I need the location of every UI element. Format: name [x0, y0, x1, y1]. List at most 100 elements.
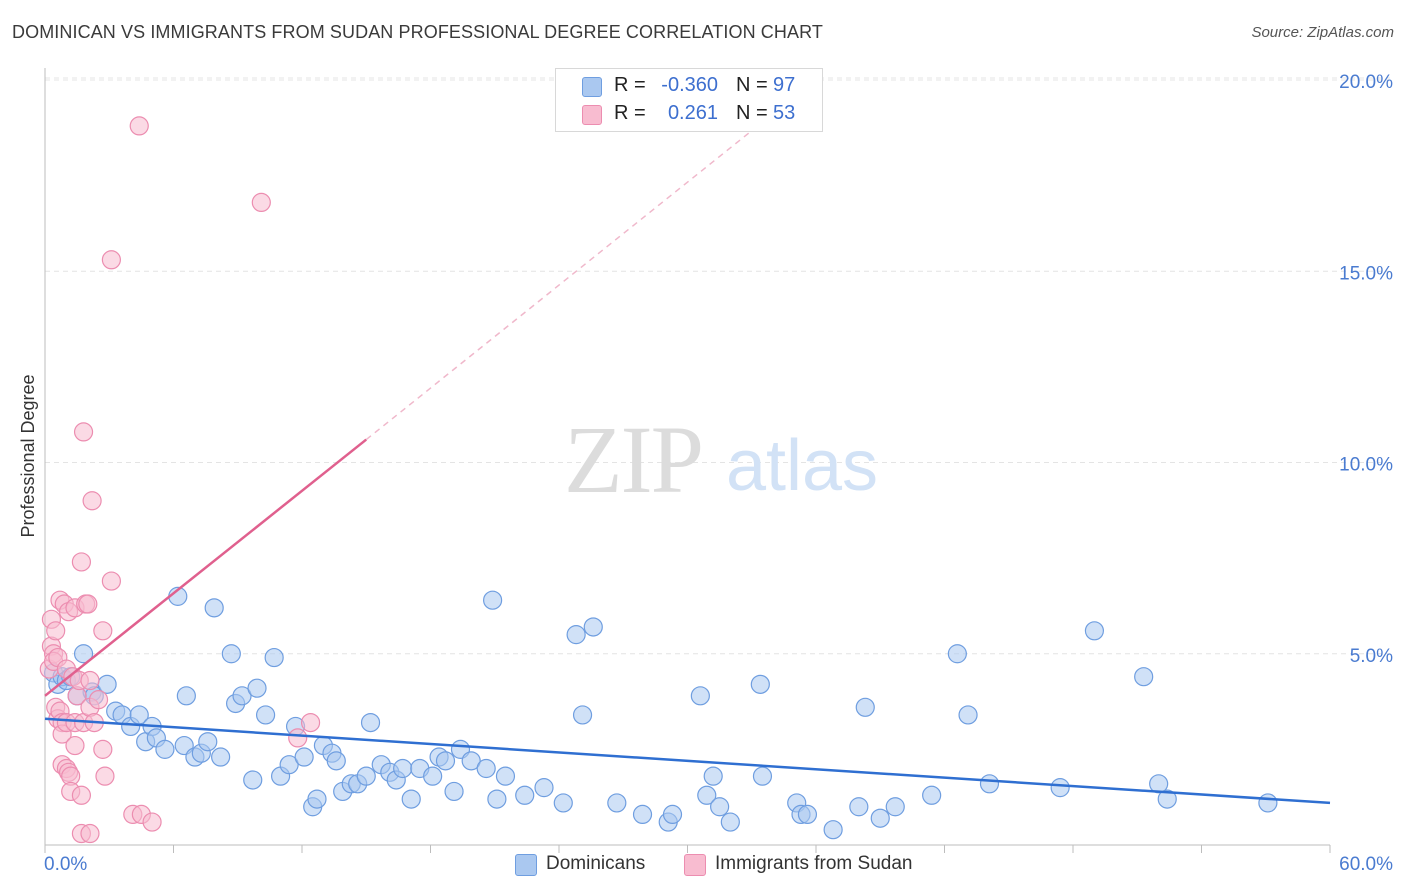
data-point-dominicans — [326, 751, 346, 771]
data-point-dominicans — [476, 758, 496, 779]
data-point-dominicans — [495, 766, 516, 786]
watermark: ZIP atlas — [564, 406, 878, 513]
data-point-dominicans — [393, 758, 413, 779]
data-point-dominicans — [710, 797, 730, 817]
chart-title: DOMINICAN VS IMMIGRANTS FROM SUDAN PROFE… — [12, 22, 823, 42]
data-point-dominicans — [1050, 778, 1070, 798]
data-point-dominicans — [294, 747, 314, 767]
legend-label: Dominicans — [546, 853, 646, 874]
legend-r-value: -0.360 — [661, 74, 718, 96]
data-point-dominicans — [255, 705, 276, 725]
data-point-sudan — [78, 594, 98, 614]
data-point-sudan — [300, 712, 321, 733]
trend-line-dominicans — [44, 717, 1331, 805]
data-point-sudan — [71, 552, 92, 572]
watermark-zip: ZIP — [564, 406, 702, 513]
data-point-dominicans — [360, 712, 381, 733]
y-tick-label: 10.0% — [1339, 455, 1393, 476]
data-point-dominicans — [279, 755, 299, 775]
data-point-sudan — [129, 116, 149, 136]
data-point-dominicans — [232, 686, 252, 706]
axes — [44, 68, 1331, 853]
data-point-dominicans — [752, 766, 773, 786]
data-point-dominicans — [1157, 789, 1177, 809]
data-point-dominicans — [979, 774, 1000, 794]
data-point-dominicans — [307, 789, 327, 809]
series-dominicans — [43, 586, 1278, 840]
legend-label: Immigrants from Sudan — [715, 853, 913, 874]
data-point-dominicans — [435, 751, 456, 771]
data-point-dominicans — [958, 705, 978, 725]
data-point-dominicans — [566, 625, 586, 645]
data-point-sudan — [101, 571, 121, 591]
trend-lines — [44, 121, 1331, 805]
data-point-sudan — [73, 422, 94, 442]
data-point-dominicans — [823, 820, 843, 840]
legend-n-value: 97 — [773, 74, 796, 96]
data-point-dominicans — [870, 808, 890, 828]
data-point-dominicans — [855, 697, 875, 717]
data-point-dominicans — [849, 797, 869, 817]
legend-swatch-blue — [515, 854, 537, 876]
y-tick-label: 5.0% — [1350, 646, 1393, 667]
legend-row-sudan: R = 0.261 N = 53 — [556, 101, 822, 129]
data-point-dominicans — [632, 804, 653, 825]
data-point-dominicans — [703, 766, 723, 786]
legend-swatch-pink — [684, 854, 706, 876]
series-legend: Dominicans Immigrants from Sudan — [0, 852, 1406, 878]
legend-swatch-blue — [582, 77, 602, 97]
data-point-dominicans — [885, 797, 905, 817]
data-point-sudan — [95, 766, 115, 786]
data-point-sudan — [142, 812, 162, 832]
legend-n-label: N = — [736, 102, 768, 124]
series-immigrants-from-sudan — [39, 116, 321, 844]
y-axis-label: Professional Degree — [18, 374, 38, 537]
x-tick-label: 60.0% — [1339, 854, 1393, 875]
data-point-dominicans — [423, 766, 443, 786]
data-point-dominicans — [750, 674, 770, 694]
data-point-dominicans — [922, 785, 942, 805]
data-point-dominicans — [221, 644, 241, 664]
data-point-dominicans — [690, 686, 710, 706]
data-point-dominicans — [487, 789, 507, 809]
data-point-sudan — [46, 621, 66, 641]
data-point-dominicans — [211, 747, 231, 767]
data-point-dominicans — [483, 590, 503, 610]
data-point-dominicans — [356, 766, 376, 786]
data-point-dominicans — [572, 705, 593, 725]
data-point-dominicans — [176, 686, 196, 706]
source-label: Source: ZipAtlas.com — [1251, 24, 1394, 41]
data-point-sudan — [80, 670, 100, 691]
x-tick-label: 0.0% — [44, 854, 87, 875]
data-point-sudan — [93, 739, 113, 759]
data-point-dominicans — [204, 598, 224, 618]
data-point-dominicans — [797, 804, 818, 825]
data-point-dominicans — [607, 793, 627, 813]
data-point-dominicans — [401, 789, 421, 809]
data-point-dominicans — [697, 785, 717, 805]
gridlines — [45, 77, 1390, 655]
data-point-dominicans — [1258, 793, 1278, 813]
legend-n-label: N = — [736, 74, 768, 96]
data-point-sudan — [93, 621, 113, 641]
data-point-sudan — [288, 728, 308, 748]
y-tick-label: 15.0% — [1339, 263, 1393, 284]
data-point-dominicans — [198, 732, 218, 752]
data-point-dominicans — [264, 647, 284, 668]
data-point-sudan — [101, 250, 121, 270]
data-point-dominicans — [583, 617, 603, 637]
data-point-dominicans — [461, 751, 481, 771]
data-point-dominicans — [1084, 621, 1105, 641]
data-point-dominicans — [947, 644, 967, 664]
data-point-dominicans — [720, 812, 740, 832]
data-point-sudan — [88, 690, 109, 710]
data-point-dominicans — [515, 785, 535, 805]
data-point-dominicans — [662, 804, 683, 825]
legend-r-value: 0.261 — [667, 102, 718, 124]
y-tick-label: 20.0% — [1339, 72, 1393, 93]
trend-line-sudan — [44, 438, 368, 697]
legend-swatch-pink — [582, 105, 602, 125]
data-point-sudan — [71, 785, 92, 805]
legend-row-dominicans: R = -0.360 N = 97 — [556, 73, 822, 101]
